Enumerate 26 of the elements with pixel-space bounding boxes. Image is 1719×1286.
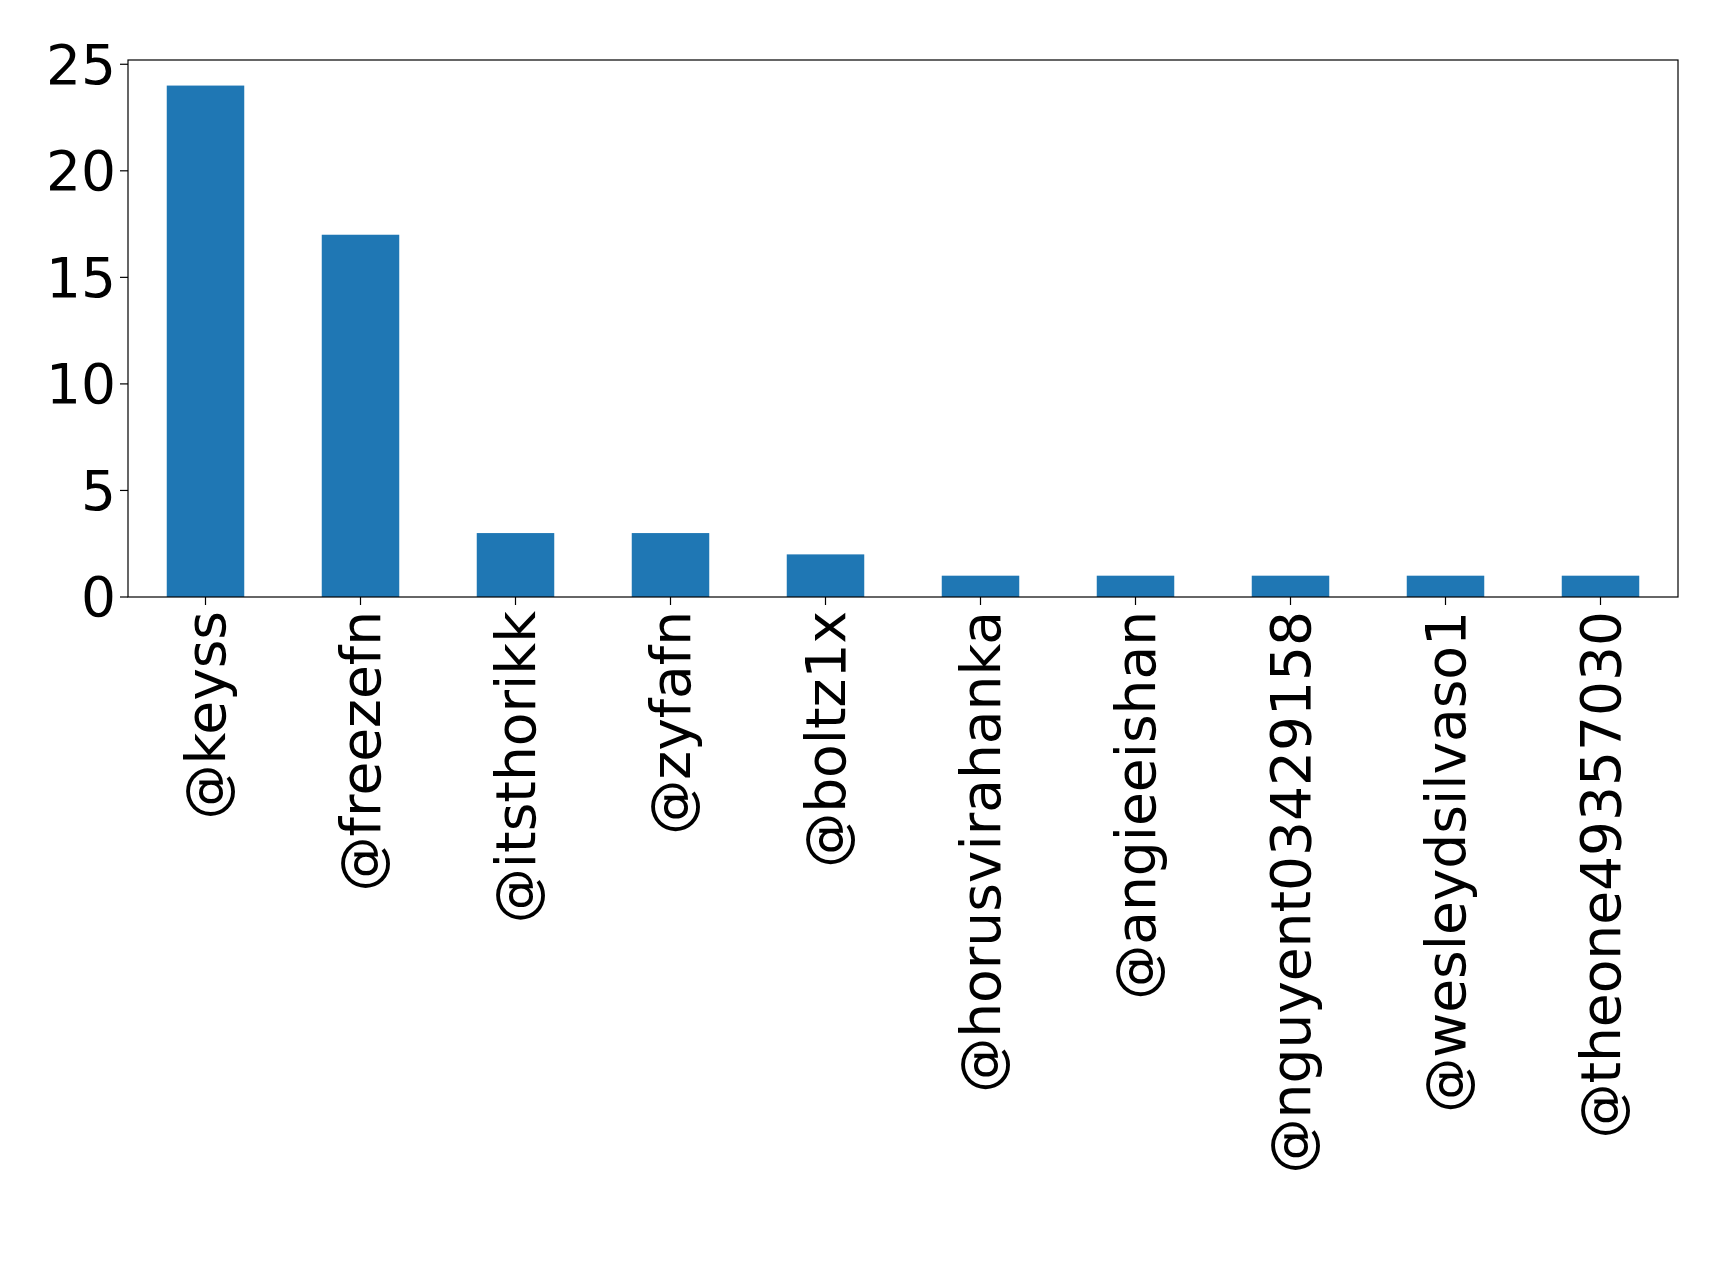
bar xyxy=(631,533,710,597)
x-tick-label: @freezefn xyxy=(328,611,393,892)
bar xyxy=(476,533,555,597)
bar xyxy=(1251,575,1330,597)
x-tick-label: @horusvirahanka xyxy=(948,611,1013,1093)
bar xyxy=(1561,575,1640,597)
bar xyxy=(786,554,865,597)
x-tick-label: @itsthorikk xyxy=(483,610,548,924)
y-tick-label: 20 xyxy=(46,139,116,204)
y-tick-label: 15 xyxy=(46,245,116,310)
x-tick-label: @zyfafn xyxy=(638,611,703,835)
x-tick-label: @theone49357030 xyxy=(1568,611,1633,1139)
x-tick-label: @nguyent03429158 xyxy=(1258,611,1323,1174)
x-tick-label: @wesleydsilvaso1 xyxy=(1413,611,1478,1113)
y-tick-label: 10 xyxy=(46,352,116,417)
bar xyxy=(1406,575,1485,597)
y-tick-label: 0 xyxy=(81,565,116,630)
bar xyxy=(941,575,1020,597)
bar xyxy=(321,234,400,597)
x-tick-label: @keyss xyxy=(173,611,238,820)
x-tick-label: @angieeishan xyxy=(1103,611,1168,1000)
y-tick-label: 25 xyxy=(46,32,116,97)
x-tick-label: @boltz1x xyxy=(793,611,858,868)
y-tick-label: 5 xyxy=(81,458,116,523)
bar xyxy=(1096,575,1175,597)
bar xyxy=(166,85,245,597)
